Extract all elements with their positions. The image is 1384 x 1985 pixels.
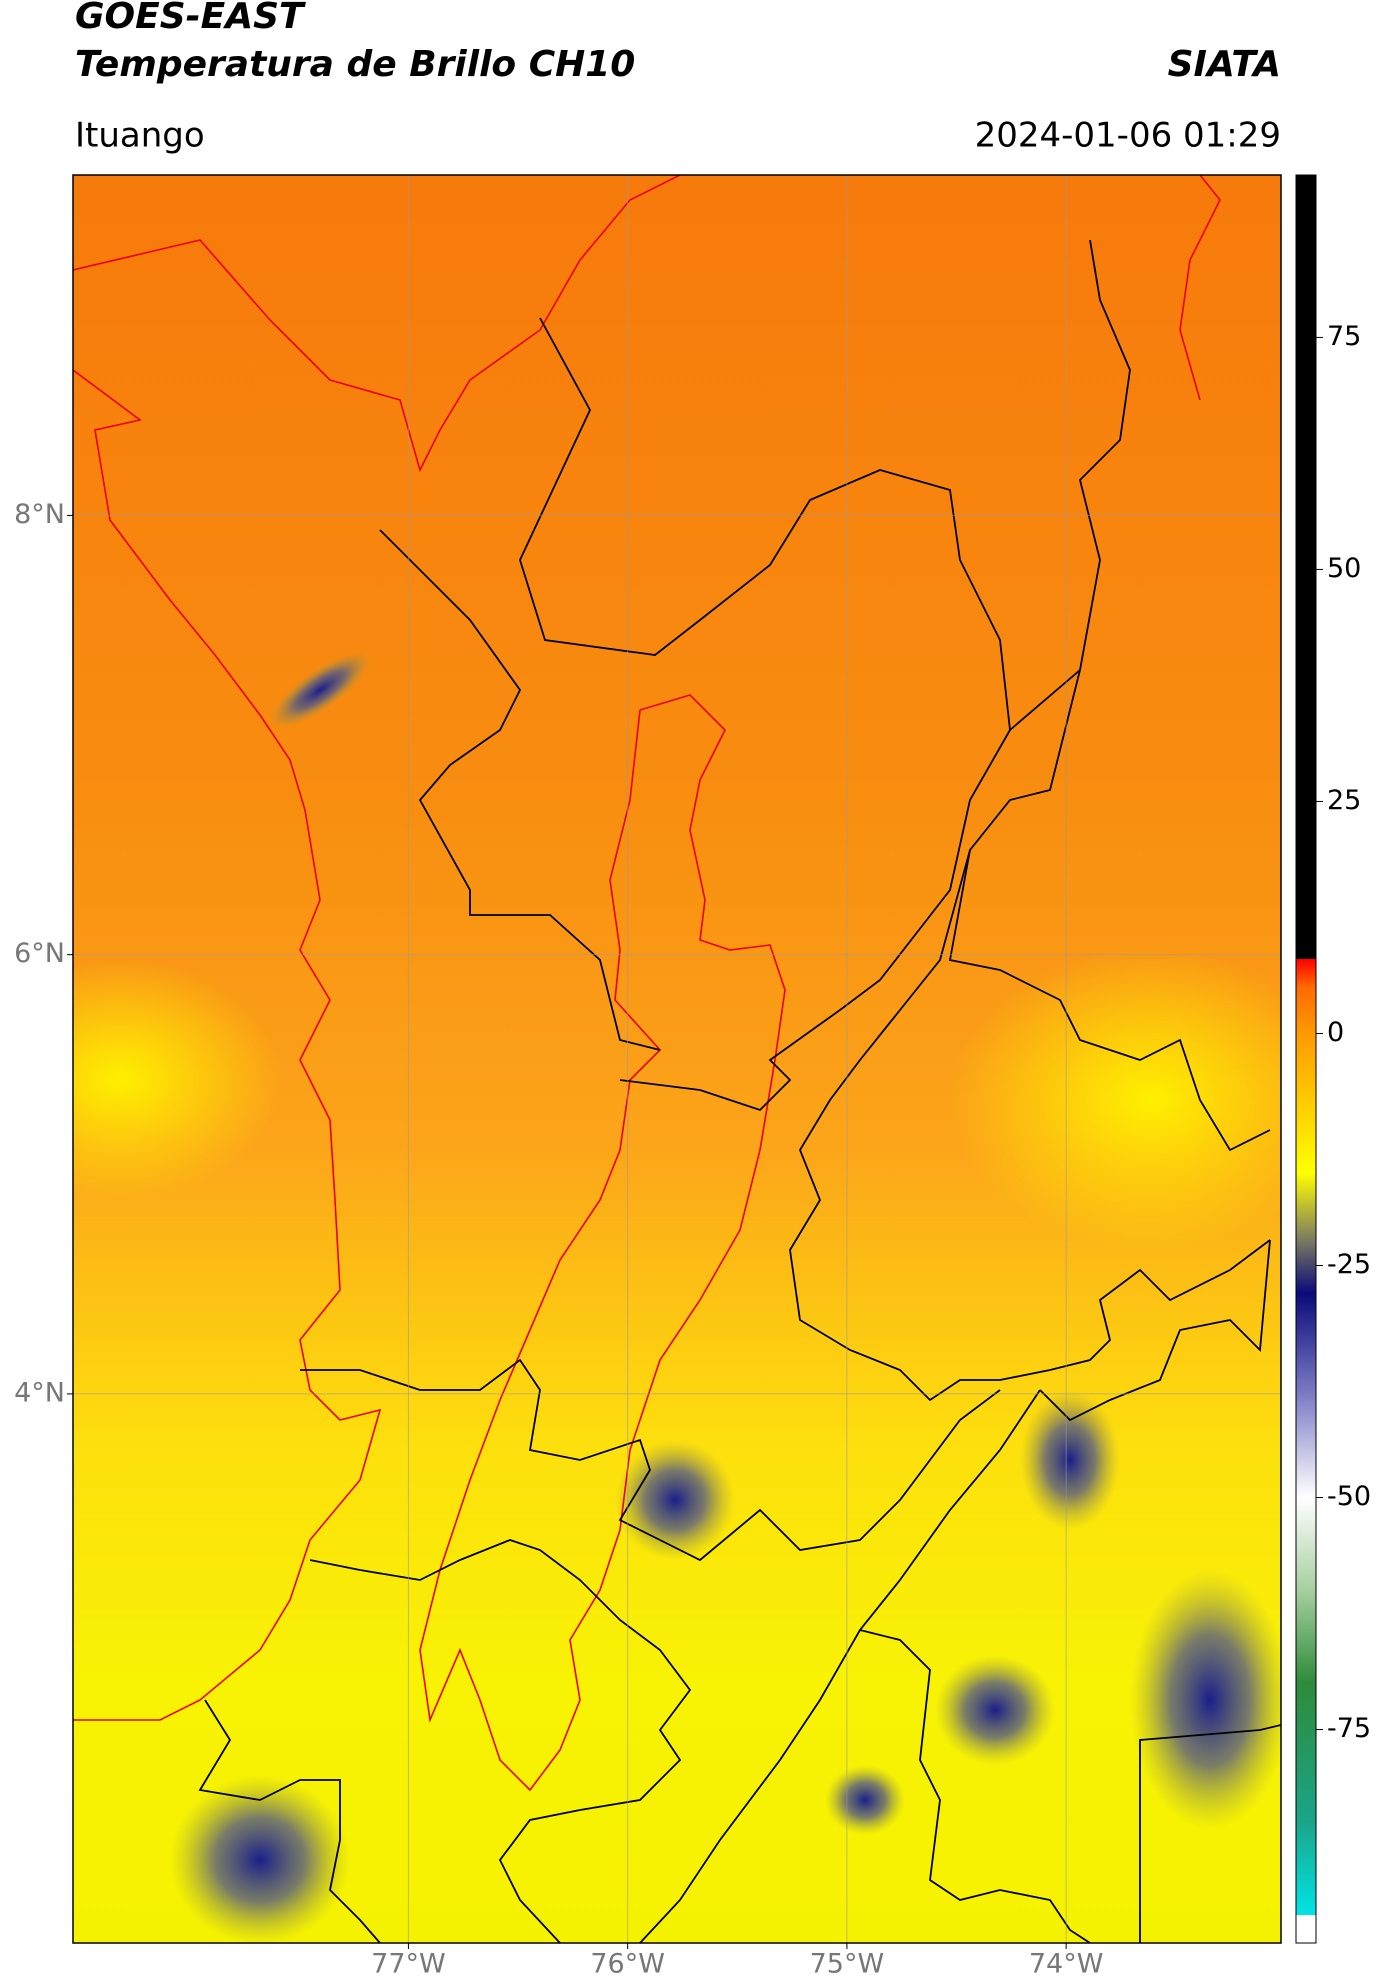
border [789,849,1271,1402]
map-frame [72,174,1282,1944]
cloud [269,651,371,729]
datetime: 2024-01-06 01:29 [975,116,1281,156]
colorbar-tick-label: 0 [1327,1017,1344,1048]
border [639,1389,1041,1943]
y-tick-label: 8°N [14,499,65,530]
colorbar-tick-label: 75 [1327,321,1361,352]
border [1039,1239,1271,1422]
colorbar-tick-label: 25 [1327,785,1361,816]
border [198,1699,381,1943]
cloud [1130,1570,1281,1830]
colorbar-tick-label: 50 [1327,553,1361,584]
cloud [1020,1390,1120,1530]
border [659,1389,1001,1562]
borders [198,239,1281,1943]
warm-area [73,960,280,1200]
border [379,529,661,1051]
cloud [170,1775,350,1943]
title: GOES-EAST [75,0,306,37]
y-tick-label: 4°N [14,1377,65,1408]
border [859,1629,1091,1943]
location: Ituango [75,116,205,156]
source: SIATA [1168,44,1281,85]
border [1139,1724,1281,1943]
coastline [73,369,382,1721]
axes: 77°W 76°W 75°W 74°W 8°N 6°N 4°N [14,175,1281,1980]
x-tick-label: 76°W [590,1949,665,1980]
department-boundary [419,694,786,1792]
colorbar-tick-label: -50 [1327,1481,1371,1512]
coastline [73,175,681,473]
cloud [615,1440,735,1560]
cloud [935,1655,1055,1765]
border [309,1539,692,1943]
coastline [1179,175,1221,401]
colorbar [1295,174,1317,1944]
x-tick-label: 77°W [371,1949,446,1980]
border [300,1358,661,1541]
y-tick-label: 6°N [14,938,65,969]
border [948,669,1271,1152]
colorbar-tick-label: -25 [1327,1249,1371,1280]
x-tick-label: 75°W [810,1949,885,1980]
map [73,175,1281,1943]
border [519,239,1131,732]
warm-area [950,950,1281,1250]
cloud [825,1765,905,1835]
border [619,729,1011,1112]
x-tick-label: 74°W [1029,1949,1104,1980]
subtitle: Temperatura de Brillo CH10 [75,44,635,85]
colorbar-tick-label: -75 [1327,1713,1371,1744]
